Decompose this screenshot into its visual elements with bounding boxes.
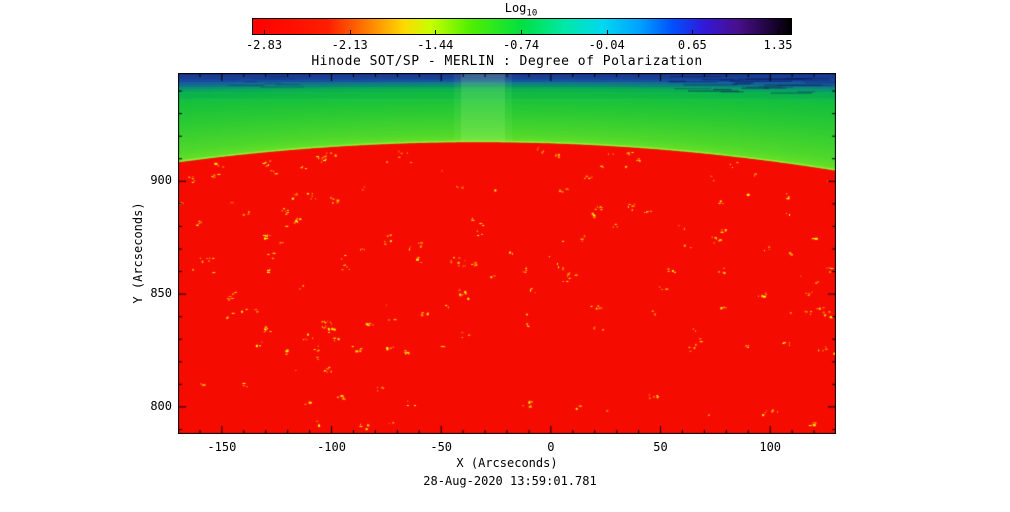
colorbar-tick-mark: [778, 30, 779, 34]
x-tick-label: 50: [653, 440, 668, 454]
colorbar-gradient: [252, 18, 792, 35]
y-tick-label: 900: [150, 173, 172, 188]
colorbar-tick-label: -2.83: [245, 38, 283, 52]
colorbar-tick-label: -2.13: [331, 38, 368, 52]
colorbar-tick-label: 0.65: [677, 38, 707, 52]
colorbar-tick-mark: [692, 30, 694, 34]
x-tick-label: 100: [759, 440, 782, 454]
x-tick-label: -100: [317, 440, 346, 454]
y-tick-label: 800: [150, 398, 172, 413]
colorbar-scale-label-text: Log: [504, 1, 527, 15]
observation-timestamp: 28-Aug-2020 13:59:01.781: [423, 474, 597, 488]
colorbar-tick-label: 1.35: [763, 38, 793, 52]
y-tick-label: 850: [150, 286, 172, 301]
colorbar-tick-label: -1.44: [417, 38, 454, 52]
polarization-heatmap: [178, 73, 836, 434]
colorbar-tick-mark: [606, 30, 608, 34]
colorbar-tick-mark: [521, 30, 522, 34]
colorbar-tick-mark: [264, 30, 265, 34]
plot-title: Hinode SOT/SP - MERLIN : Degree of Polar…: [311, 54, 703, 69]
colorbar-tick-label: -0.04: [588, 38, 625, 52]
colorbar-tick-mark: [349, 30, 351, 34]
x-axis-label: X (Arcseconds): [456, 456, 558, 470]
x-tick-label: 0: [547, 440, 555, 454]
x-tick-label: -50: [430, 440, 453, 454]
colorbar-tick-label: -0.74: [502, 38, 540, 52]
colorbar-scale-label: Log10: [505, 1, 538, 18]
colorbar-scale-label-subscript: 10: [526, 8, 538, 19]
x-tick-label: -150: [207, 440, 237, 454]
colorbar-tick-mark: [435, 30, 437, 34]
